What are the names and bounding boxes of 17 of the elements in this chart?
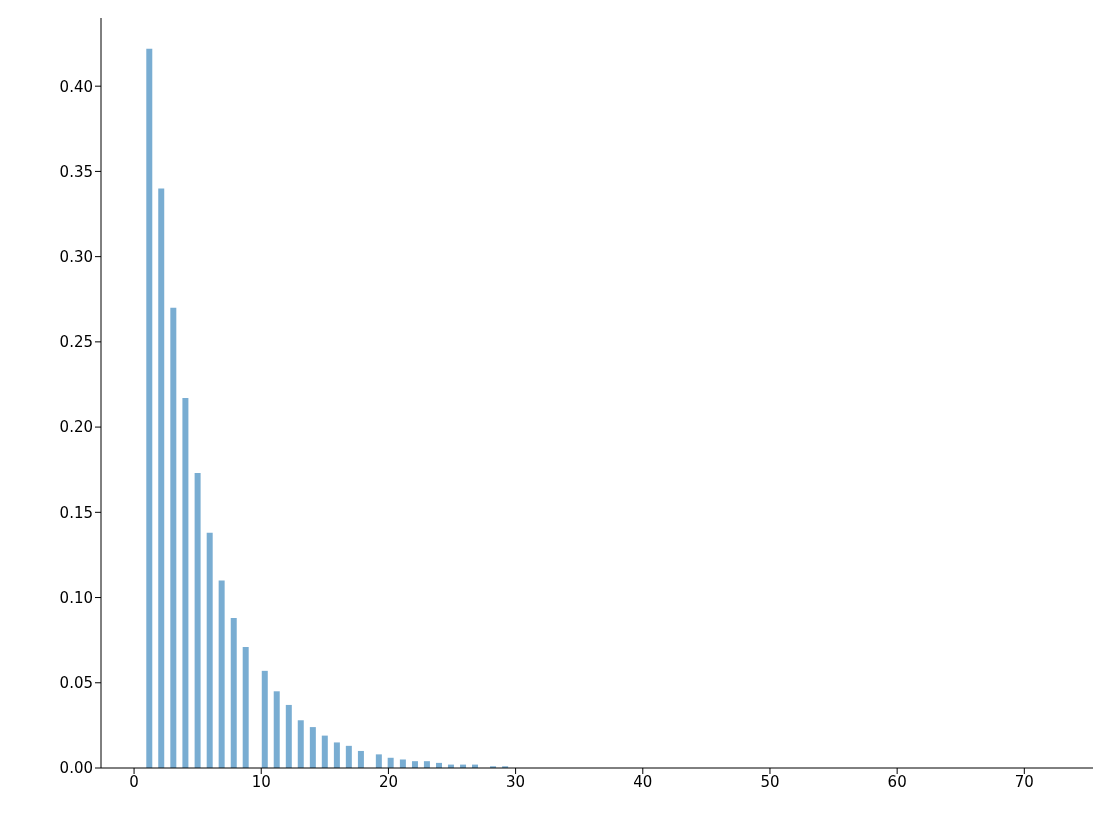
y-tick-label: 0.30: [59, 247, 93, 266]
x-tick-label: 40: [633, 772, 653, 791]
x-tick-label: 10: [251, 772, 271, 791]
y-tick-label: 0.35: [59, 162, 93, 181]
y-tick-label: 0.25: [59, 333, 93, 352]
y-tick-label: 0.05: [59, 674, 93, 693]
x-tick-label: 60: [887, 772, 907, 791]
y-tick-label: 0.40: [59, 77, 93, 96]
y-tick-label: 0.15: [59, 503, 93, 522]
y-tick-label: 0.00: [59, 759, 93, 778]
x-tick-label: 0: [129, 772, 139, 791]
x-tick-label: 30: [506, 772, 526, 791]
y-tick-label: 0.20: [59, 418, 93, 437]
x-tick-label: 70: [1014, 772, 1034, 791]
y-tick-label: 0.10: [59, 588, 93, 607]
x-tick-label: 50: [760, 772, 780, 791]
x-tick-label: 20: [378, 772, 398, 791]
